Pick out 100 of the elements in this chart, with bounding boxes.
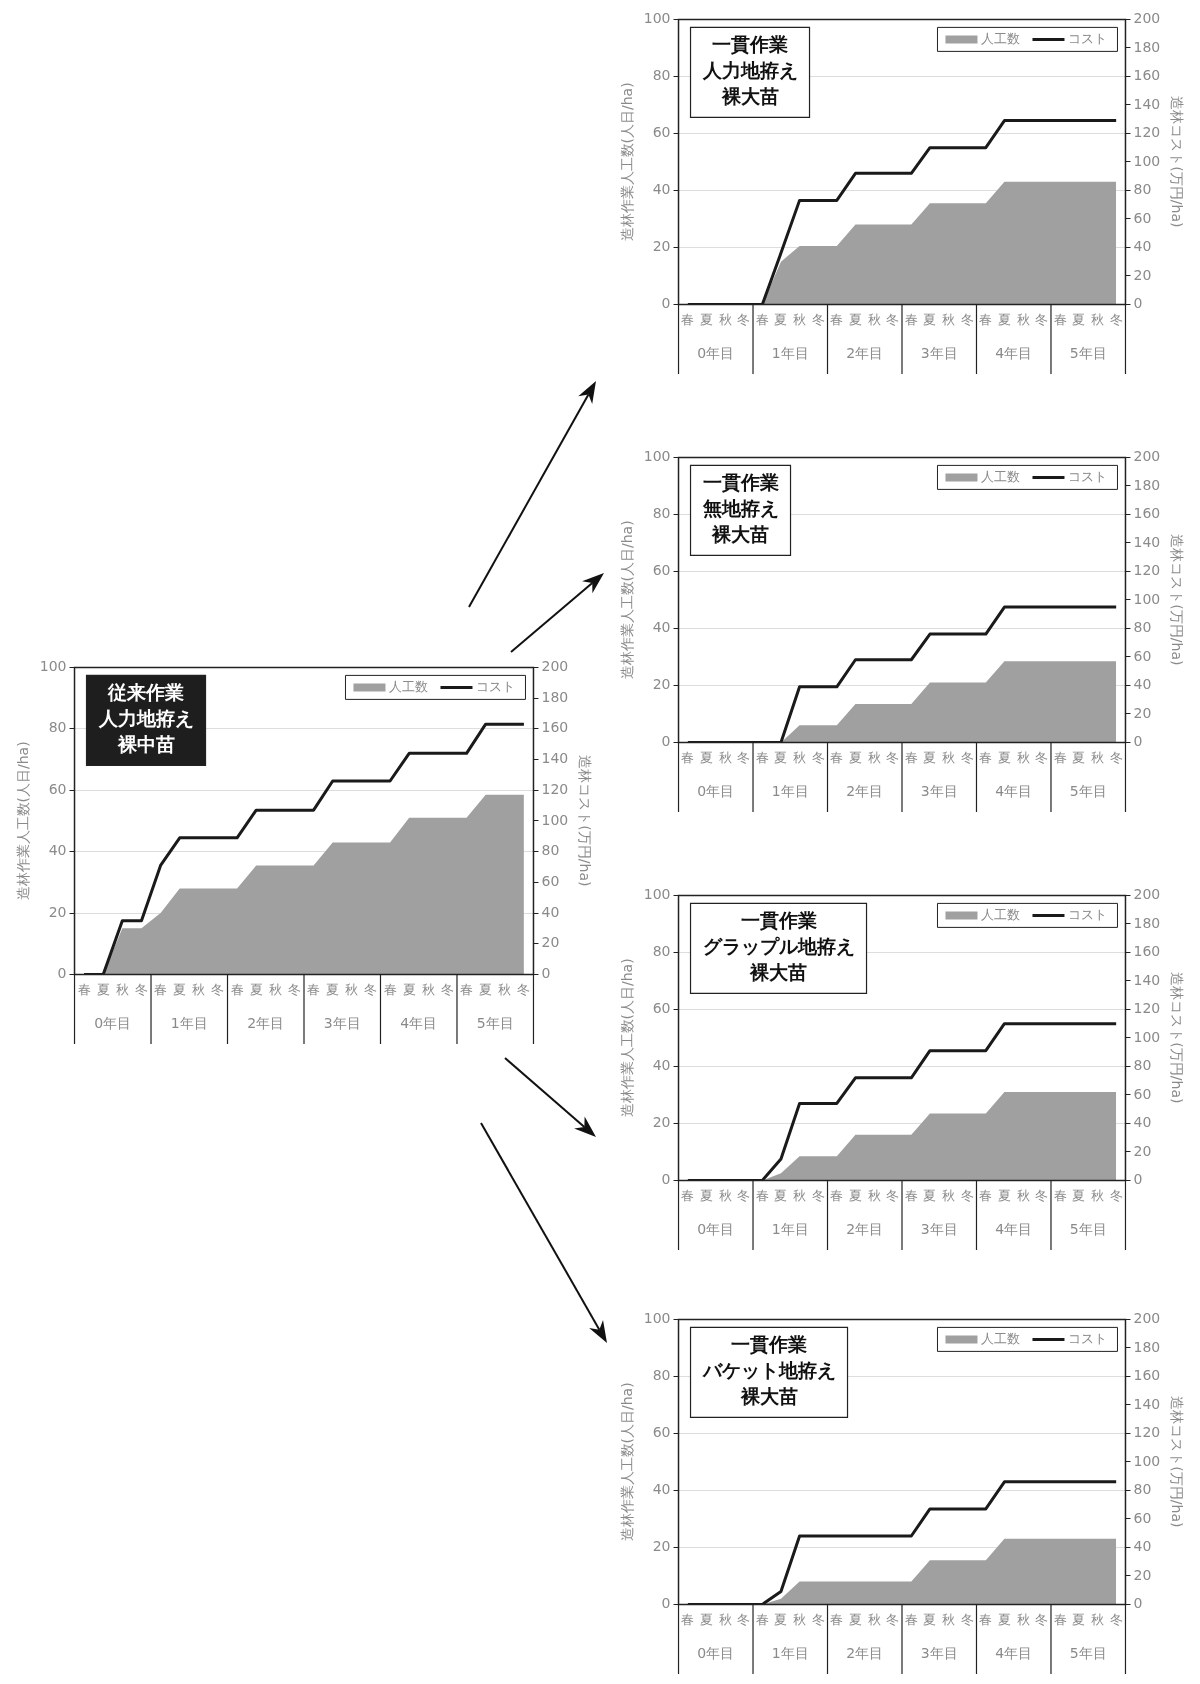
x-tick-label: 冬 — [287, 981, 301, 997]
text: 人力地拵え — [701, 59, 798, 82]
x-tick-label: 春 — [830, 749, 844, 765]
x-tick-label: 夏 — [923, 311, 937, 327]
y2-tick-label: 80 — [1133, 1057, 1152, 1074]
x-tick-label: 冬 — [1035, 749, 1049, 765]
x-tick-label: 秋 — [192, 981, 206, 997]
y-tick-label: 20 — [652, 1114, 671, 1131]
text: バケット地拵え — [701, 1359, 836, 1382]
y2-tick-label: 80 — [1133, 181, 1152, 198]
text: 2年目 — [846, 1645, 884, 1662]
y2-tick-label: 180 — [1133, 914, 1161, 931]
x-tick-label: 秋 — [718, 1187, 732, 1203]
x-tick-label: 秋 — [345, 981, 359, 997]
y2-tick-label: 0 — [1133, 733, 1143, 750]
y-tick-label: 100 — [643, 448, 671, 465]
y2-tick-label: 100 — [1133, 1452, 1161, 1469]
y2-tick-label: 0 — [541, 965, 551, 982]
x-tick-label: 夏 — [774, 1611, 788, 1627]
y2-axis-title: 造林コスト(万円/ha) — [1168, 1396, 1185, 1528]
x-tick-label: 夏 — [173, 981, 187, 997]
x-tick-label: 秋 — [718, 1611, 732, 1627]
x-tick-label: 春 — [1053, 1187, 1067, 1203]
y2-tick-label: 180 — [1133, 476, 1161, 493]
x-tick-label: 冬 — [1035, 1187, 1049, 1203]
y2-tick-label: 40 — [1133, 676, 1152, 693]
x-tick-label: 夏 — [848, 749, 862, 765]
y2-tick-label: 140 — [541, 750, 569, 767]
x-tick-label: 冬 — [886, 1187, 900, 1203]
x-tick-label: 春 — [755, 1611, 769, 1627]
x-tick-label: 春 — [755, 311, 769, 327]
annotation: 裸大苗 — [720, 85, 779, 108]
legend-label: コスト — [1068, 468, 1108, 484]
x-tick-label: 秋 — [498, 981, 512, 997]
y-tick-label: 80 — [652, 1367, 671, 1384]
x-tick-label: 春 — [979, 1187, 993, 1203]
x-tick-label: 秋 — [1091, 1187, 1105, 1203]
x-tick-label: 夏 — [699, 1187, 713, 1203]
y-tick-label: 60 — [48, 780, 67, 797]
x-tick-label: 冬 — [886, 1611, 900, 1627]
x-tick-label: 春 — [460, 981, 474, 997]
text: 1年目 — [170, 1015, 208, 1032]
y2-tick-label: 120 — [1133, 124, 1161, 141]
x-tick-label: 夏 — [997, 1187, 1011, 1203]
x-tick-label: 春 — [77, 981, 91, 997]
y-tick-label: 20 — [652, 1538, 671, 1555]
text: 1年目 — [771, 783, 809, 800]
x-tick-label: 春 — [681, 311, 695, 327]
x-tick-label: 春 — [154, 981, 168, 997]
x-tick-label: 冬 — [440, 981, 454, 997]
y-tick-label: 60 — [652, 1424, 671, 1441]
text: 人力地拵え — [97, 707, 194, 730]
annotation: 裸大苗 — [749, 961, 808, 984]
y-tick-label: 60 — [652, 1000, 671, 1017]
x-tick-label: 春 — [979, 1611, 993, 1627]
text: 4年目 — [995, 345, 1033, 362]
x-tick-label: 春 — [1053, 311, 1067, 327]
y2-tick-label: 200 — [1133, 10, 1161, 27]
x-tick-label: 冬 — [134, 981, 148, 997]
y-tick-label: 0 — [661, 295, 671, 312]
x-tick-label: 春 — [681, 1187, 695, 1203]
x-tick-label: 冬 — [1035, 1611, 1049, 1627]
y-tick-label: 80 — [652, 943, 671, 960]
text: グラップル地拵え — [702, 935, 855, 958]
y-tick-label: 20 — [652, 238, 671, 255]
y2-tick-label: 160 — [541, 719, 569, 736]
y2-tick-label: 140 — [1133, 533, 1161, 550]
y2-tick-label: 20 — [1133, 266, 1152, 283]
y-tick-label: 80 — [48, 719, 67, 736]
x-tick-label: 秋 — [115, 981, 129, 997]
x-tick-label: 春 — [904, 749, 918, 765]
x-tick-label: 夏 — [402, 981, 416, 997]
y2-tick-label: 0 — [1133, 1171, 1143, 1188]
y2-tick-label: 140 — [1133, 95, 1161, 112]
x-tick-label: 秋 — [1016, 1187, 1030, 1203]
y-tick-label: 80 — [652, 505, 671, 522]
annotation: 裸中苗 — [116, 733, 175, 756]
annotation: 裸大苗 — [711, 523, 770, 546]
x-tick-label: 夏 — [923, 1187, 937, 1203]
x-tick-label: 夏 — [699, 1611, 713, 1627]
x-tick-label: 冬 — [960, 311, 974, 327]
y2-axis-title: 造林コスト(万円/ha) — [1168, 96, 1185, 228]
x-tick-label: 春 — [1053, 749, 1067, 765]
y2-axis-title: 造林コスト(万円/ha) — [1168, 534, 1185, 666]
y2-tick-label: 0 — [1133, 1595, 1143, 1612]
text: 従来作業 — [107, 681, 185, 704]
x-tick-label: 冬 — [1109, 1187, 1123, 1203]
y2-axis-title: 造林コスト(万円/ha) — [1168, 972, 1185, 1104]
x-tick-label: 秋 — [867, 749, 881, 765]
y2-tick-label: 100 — [1133, 1028, 1161, 1045]
x-tick-label: 春 — [681, 749, 695, 765]
y-axis-title: 造林作業人工数(人日/ha) — [619, 958, 636, 1118]
x-tick-label: 秋 — [421, 981, 435, 997]
x-tick-label: 夏 — [326, 981, 340, 997]
y2-tick-label: 0 — [1133, 295, 1143, 312]
y2-tick-label: 180 — [1133, 38, 1161, 55]
y2-tick-label: 40 — [1133, 1114, 1152, 1131]
legend-label: コスト — [1068, 1330, 1108, 1346]
x-tick-label: 秋 — [1091, 1611, 1105, 1627]
x-tick-label: 夏 — [699, 311, 713, 327]
